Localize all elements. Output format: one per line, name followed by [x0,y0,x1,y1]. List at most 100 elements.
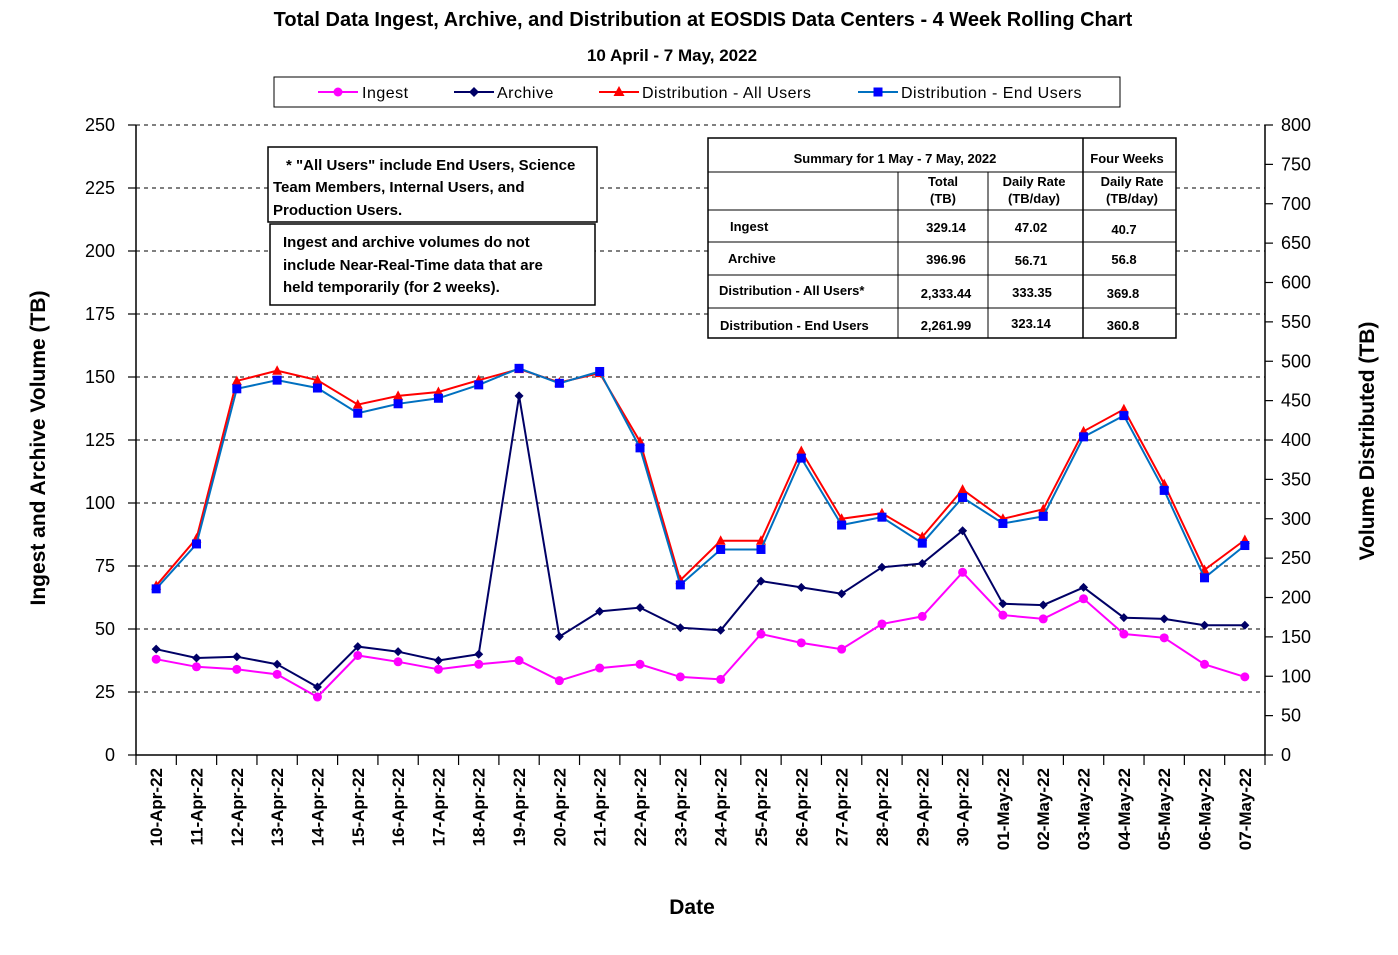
y-axis-title-right: Volume Distributed (TB) [1356,322,1379,561]
note-all-users-line-2: Team Members, Internal Users, and [273,179,524,196]
data-point [716,544,726,554]
data-point [433,664,443,674]
data-point [232,652,242,662]
y-tick-label-right: 400 [1281,430,1311,450]
x-tick-label: 23-Apr-22 [671,768,690,846]
data-point [272,365,283,375]
data-point [877,512,887,522]
data-point [1159,614,1169,624]
y-tick-label-right: 550 [1281,312,1311,332]
data-point [554,378,564,388]
x-tick-label: 10-Apr-22 [147,768,166,846]
y-tick-label-left: 125 [85,430,115,450]
x-tick-label: 03-May-22 [1075,768,1094,850]
table-row: Archive 396.96 56.71 56.8 [728,251,1137,268]
row-label: Ingest [730,219,769,234]
data-point [151,644,161,654]
series-line [155,395,1245,689]
row-daily: 56.71 [1015,253,1048,268]
data-point [796,453,806,463]
data-point [595,663,605,673]
x-tick-label: 13-Apr-22 [268,768,287,846]
data-point [151,584,161,594]
data-point [1079,582,1089,592]
data-point [1240,672,1250,682]
data-point [191,662,201,672]
header-daily-line-1: Daily Rate [1003,174,1066,189]
data-point [232,384,242,394]
x-tick-label: 25-Apr-22 [752,768,771,846]
header-four-daily-line-1: Daily Rate [1101,174,1164,189]
data-point [353,642,363,652]
row-total: 2,261.99 [921,318,972,333]
data-point [1079,432,1089,442]
y-tick-label-left: 225 [85,178,115,198]
data-point [191,539,201,549]
data-point [1119,613,1129,623]
data-point [635,603,645,613]
summary-table: Summary for 1 May - 7 May, 2022 Four Wee… [707,137,1177,339]
note-all-users-line-1: * "All Users" include End Users, Science [286,157,575,174]
data-point [393,657,403,667]
y-tick-label-left: 50 [95,619,115,639]
series-ingest [151,567,1250,702]
y-tick-label-left: 100 [85,493,115,513]
x-tick-label: 14-Apr-22 [308,768,327,846]
data-point [917,538,927,548]
header-total-line-1: Total [928,174,958,189]
data-point [957,484,968,494]
data-point [715,535,726,545]
data-point [393,399,403,409]
data-point [312,682,322,692]
y-tick-label-right: 750 [1281,154,1311,174]
data-point [675,672,685,682]
data-point [1118,403,1129,414]
axes: 0 25 50 75 100 125 150 175 200 225 250 0 50 100 150 200… [85,115,1311,850]
data-point [917,558,927,568]
y-tick-label-right: 450 [1281,391,1311,411]
x-tick-label: 22-Apr-22 [631,768,650,846]
data-point [191,653,201,663]
series-archive [151,391,1250,692]
data-point [151,654,161,664]
data-point [272,659,282,669]
x-tick-label: 24-Apr-22 [712,768,731,846]
data-point [1240,541,1250,551]
legend-item-ingest: Ingest [318,85,409,102]
series-line [155,368,1246,587]
x-tick-label: 11-Apr-22 [187,768,206,845]
x-tick-label: 29-Apr-22 [913,768,932,846]
y-tick-label-right: 350 [1281,469,1311,489]
series-distribution-all-users [151,363,1250,590]
header-four-daily-line-2: (TB/day) [1106,191,1158,206]
y-tick-label-right: 150 [1281,627,1311,647]
legend: Ingest Archive Distribution - All Users … [273,76,1121,108]
data-point [514,656,524,665]
data-point [635,659,645,669]
data-point [433,386,444,396]
data-point [231,375,242,385]
plot-series [151,363,1250,702]
x-tick-label: 20-Apr-22 [550,768,569,846]
data-point [232,664,242,674]
y-tick-label-left: 150 [85,367,115,387]
y-tick-label-right: 700 [1281,194,1311,214]
y-tick-label-left: 250 [85,115,115,135]
data-point [998,610,1008,620]
row-daily: 47.02 [1015,220,1048,235]
data-point [595,366,605,376]
x-axis-title: Date [669,896,715,919]
data-point [998,599,1008,609]
x-tick-label: 12-Apr-22 [228,768,247,846]
series-line [155,367,1246,590]
summary-table-title: Summary for 1 May - 7 May, 2022 [794,151,997,166]
x-tick-label: 28-Apr-22 [873,768,892,846]
x-tick-label: 02-May-22 [1034,768,1053,850]
x-tick-label: 05-May-22 [1155,768,1174,850]
data-point [917,531,928,541]
y-tick-label-right: 650 [1281,233,1311,253]
legend-label-distribution-all: Distribution - All Users [642,85,811,102]
x-tick-label: 21-Apr-22 [591,768,610,846]
legend-label-ingest: Ingest [362,85,409,102]
